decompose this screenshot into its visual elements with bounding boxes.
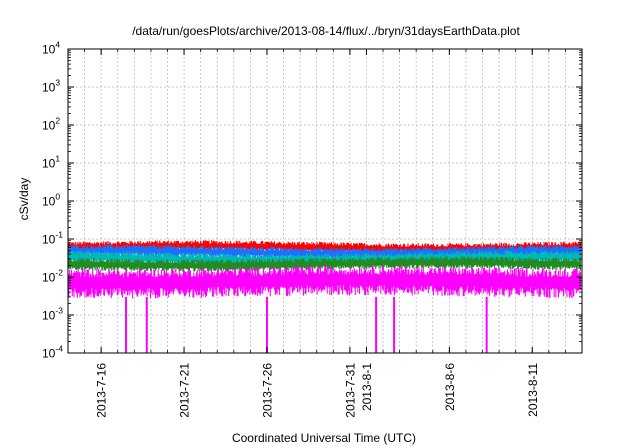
y-tick-label: 104 xyxy=(42,40,60,57)
plot-border xyxy=(67,48,583,354)
y-tick-label: 102 xyxy=(42,116,60,133)
y-tick-label: 100 xyxy=(42,192,60,209)
grid xyxy=(68,49,582,353)
x-tick-label: 2013-7-26 xyxy=(260,363,274,418)
series-layer xyxy=(67,240,582,353)
x-axis-label: Coordinated Universal Time (UTC) xyxy=(232,431,416,445)
x-tick-label: 2013-8-6 xyxy=(443,363,457,411)
x-tick-label: 2013-8-1 xyxy=(360,363,374,411)
y-tick-label: 10-1 xyxy=(42,230,63,247)
y-axis: 10-4 10-3 10-2 10-1 100 101 102 103 104 xyxy=(42,40,63,361)
x-tick-label: 2013-8-11 xyxy=(526,363,540,417)
y-tick-label: 10-4 xyxy=(42,344,63,361)
chart-title: /data/run/goesPlots/archive/2013-08-14/f… xyxy=(132,24,520,38)
x-tick-label: 2013-7-31 xyxy=(343,363,357,418)
y-tick-label: 10-3 xyxy=(42,306,63,323)
y-tick-label: 10-2 xyxy=(42,268,63,285)
y-tick-label: 103 xyxy=(42,78,60,95)
axes-frame xyxy=(67,48,583,354)
x-tick-label: 2013-7-21 xyxy=(178,363,192,418)
y-tick-label: 101 xyxy=(42,154,60,171)
x-axis: 2013-7-16 2013-7-21 2013-7-26 2013-7-31 2013… xyxy=(95,363,540,418)
y-axis-label: cSv/day xyxy=(17,178,31,221)
x-tick-label: 2013-7-16 xyxy=(95,363,109,418)
